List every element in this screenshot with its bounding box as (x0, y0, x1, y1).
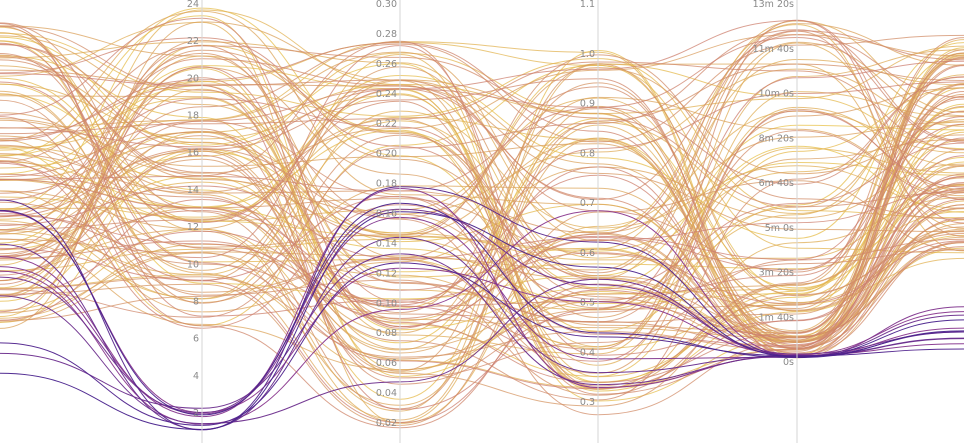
tick-label: 14 (187, 185, 199, 196)
run-line (0, 37, 964, 387)
run-line (0, 96, 964, 334)
tick-label: 0.28 (376, 29, 397, 40)
tick-label: 2 (193, 408, 199, 419)
tick-label: 11m 40s (753, 44, 794, 55)
run-line (0, 42, 964, 357)
run-line (0, 123, 964, 329)
run-line (0, 52, 964, 341)
tick-label: 10m 0s (759, 89, 794, 100)
tick-label: 4 (193, 371, 199, 382)
tick-label: 0.24 (376, 89, 397, 100)
run-line (0, 87, 964, 377)
axes: 246810121416182022240.020.040.060.080.10… (187, 0, 798, 443)
tick-label: 1.1 (580, 0, 595, 10)
run-line (0, 155, 964, 347)
run-line (0, 65, 964, 383)
run-line (0, 53, 964, 338)
run-line (0, 23, 964, 317)
tick-label: 0.30 (376, 0, 397, 10)
run-line (0, 111, 964, 291)
run-line (0, 116, 964, 271)
run-line (0, 67, 964, 248)
run-line (0, 36, 964, 148)
run-line (0, 174, 964, 346)
run-line (0, 83, 964, 371)
run-line (0, 29, 964, 318)
run-line (0, 19, 964, 224)
run-line (0, 66, 964, 350)
run-line (0, 90, 964, 421)
run-line (0, 108, 964, 343)
tick-label: 0.12 (376, 268, 397, 279)
tick-label: 18 (187, 111, 199, 122)
tick-label: 0.26 (376, 59, 397, 70)
tick-label: 0.6 (580, 248, 595, 259)
run-line (0, 88, 964, 354)
tick-label: 0.20 (376, 149, 397, 160)
tick-label: 5m 0s (765, 223, 794, 234)
tick-label: 0.22 (376, 119, 397, 130)
tick-label: 0.4 (580, 347, 595, 358)
tick-label: 3m 20s (759, 268, 794, 279)
tick-label: 0.3 (580, 397, 595, 408)
run-line (0, 158, 964, 407)
tick-label: 0.9 (580, 99, 595, 110)
run-line (0, 130, 964, 323)
run-lines (0, 7, 964, 431)
run-line (0, 76, 964, 192)
tick-label: 0.5 (580, 298, 595, 309)
run-line (0, 52, 964, 323)
tick-label: 20 (187, 73, 199, 84)
tick-label: 6 (193, 334, 199, 345)
tick-label: 0.7 (580, 198, 595, 209)
tick-label: 0s (783, 357, 794, 368)
tick-label: 6m 40s (759, 178, 794, 189)
run-line (0, 56, 964, 360)
run-line (0, 98, 964, 356)
run-line (0, 65, 964, 215)
tick-label: 0.18 (376, 179, 397, 190)
tick-label: 0.02 (376, 418, 397, 429)
tick-label: 24 (187, 0, 199, 10)
tick-label: 0.14 (376, 238, 397, 249)
run-line (0, 86, 964, 334)
run-line (0, 85, 964, 331)
tick-label: 22 (187, 36, 199, 47)
tick-label: 8 (193, 296, 199, 307)
tick-label: 1.0 (580, 49, 595, 60)
tick-label: 0.04 (376, 388, 397, 399)
tick-label: 12 (187, 222, 199, 233)
tick-label: 13m 20s (753, 0, 794, 10)
tick-label: 0.16 (376, 209, 397, 220)
tick-label: 0.06 (376, 358, 397, 369)
tick-label: 16 (187, 148, 199, 159)
run-line (0, 116, 964, 429)
tick-label: 0.10 (376, 298, 397, 309)
tick-label: 1m 40s (759, 312, 794, 323)
tick-label: 0.8 (580, 148, 595, 159)
tick-label: 10 (187, 259, 199, 270)
tick-label: 0.08 (376, 328, 397, 339)
tick-label: 8m 20s (759, 133, 794, 144)
run-line (0, 42, 964, 390)
run-line (0, 99, 964, 396)
